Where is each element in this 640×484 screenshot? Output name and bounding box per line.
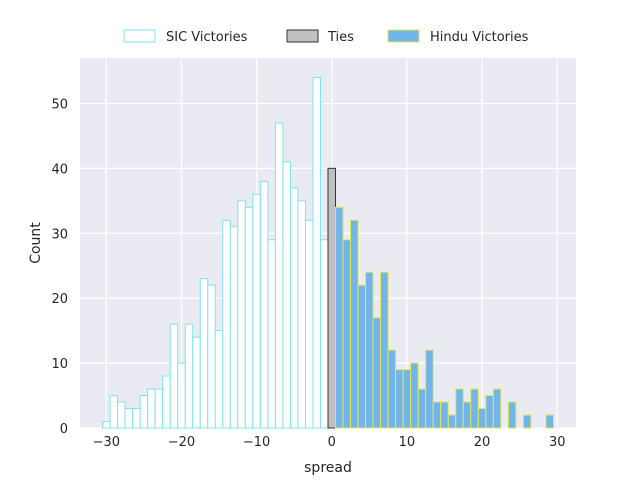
bar-hindu-victories xyxy=(447,414,457,429)
bar-hindu-victories xyxy=(477,408,487,429)
x-tick-label: 10 xyxy=(399,435,416,450)
y-tick-labels: 0 10 20 30 40 50 xyxy=(51,97,68,437)
bar-sic-victories xyxy=(244,206,254,429)
bar-sic-victories xyxy=(289,187,299,429)
y-axis-label: Count xyxy=(28,222,44,264)
x-axis-label: spread xyxy=(304,460,352,476)
bar-hindu-victories xyxy=(350,219,359,429)
bar-sic-victories xyxy=(267,239,276,429)
bar-sic-victories xyxy=(214,330,224,429)
bar-hindu-victories xyxy=(432,401,442,429)
bar-sic-victories xyxy=(102,421,111,429)
bars-layer xyxy=(102,76,554,429)
bar-hindu-victories xyxy=(417,388,427,429)
x-tick-labels: −30 −20 −10 0 10 20 30 xyxy=(93,435,566,450)
bar-hindu-victories xyxy=(545,414,554,429)
y-tick-label: 50 xyxy=(51,97,68,112)
bar-sic-victories xyxy=(312,76,321,429)
bar-sic-victories xyxy=(192,336,201,429)
bar-ties xyxy=(327,167,337,429)
bar-sic-victories xyxy=(304,219,314,429)
bar-sic-victories xyxy=(147,388,156,429)
legend-swatch-hindu-victories xyxy=(387,29,420,43)
bar-sic-victories xyxy=(282,161,291,429)
y-tick-label: 20 xyxy=(51,292,68,307)
bar-sic-victories xyxy=(169,323,179,429)
bar-hindu-victories xyxy=(485,395,494,429)
bar-sic-victories xyxy=(154,388,164,429)
bar-sic-victories xyxy=(237,200,246,429)
bar-sic-victories xyxy=(184,323,194,429)
x-tick-label: −30 xyxy=(93,435,120,450)
bar-hindu-victories xyxy=(462,401,472,429)
bar-hindu-victories xyxy=(342,239,352,429)
bar-sic-victories xyxy=(297,200,306,429)
bar-hindu-victories xyxy=(380,271,389,429)
x-tick-label: 0 xyxy=(328,435,336,450)
bar-hindu-victories xyxy=(387,349,397,429)
y-tick-label: 0 xyxy=(60,422,68,437)
bar-hindu-victories xyxy=(455,388,464,429)
bar-sic-victories xyxy=(222,219,231,429)
bar-sic-victories xyxy=(139,395,149,429)
bar-hindu-victories xyxy=(365,271,374,429)
legend-label-hindu-victories: Hindu Victories xyxy=(430,30,529,45)
x-tick-label: 20 xyxy=(474,435,491,450)
legend: SIC Victories Ties Hindu Victories xyxy=(123,29,529,45)
y-tick-label: 10 xyxy=(51,357,68,372)
bar-hindu-victories xyxy=(440,401,449,429)
bar-sic-victories xyxy=(229,226,239,429)
bar-sic-victories xyxy=(259,180,269,429)
bar-sic-victories xyxy=(199,278,209,429)
legend-swatch-ties xyxy=(286,29,319,43)
bar-hindu-victories xyxy=(410,362,419,429)
bar-sic-victories xyxy=(207,284,216,429)
y-tick-label: 40 xyxy=(51,162,68,177)
bar-sic-victories xyxy=(117,401,126,429)
bar-hindu-victories xyxy=(507,401,517,429)
bar-sic-victories xyxy=(132,408,141,429)
bar-sic-victories xyxy=(252,193,261,429)
bar-hindu-victories xyxy=(522,414,532,429)
y-tick-label: 30 xyxy=(51,227,68,242)
bar-sic-victories xyxy=(274,122,284,429)
bar-hindu-victories xyxy=(335,206,344,429)
legend-label-ties: Ties xyxy=(327,30,354,45)
bar-sic-victories xyxy=(177,362,186,429)
x-tick-label: 30 xyxy=(549,435,566,450)
bar-hindu-victories xyxy=(470,388,479,429)
bar-hindu-victories xyxy=(402,369,412,429)
legend-swatch-sic-victories xyxy=(123,29,156,43)
x-tick-label: −10 xyxy=(243,435,270,450)
bar-sic-victories xyxy=(109,395,119,429)
bar-sic-victories xyxy=(319,239,329,429)
legend-label-sic-victories: SIC Victories xyxy=(166,30,248,45)
bar-hindu-victories xyxy=(425,349,434,429)
bar-hindu-victories xyxy=(395,369,404,429)
x-tick-label: −20 xyxy=(168,435,195,450)
bar-hindu-victories xyxy=(492,388,502,429)
bar-hindu-victories xyxy=(357,284,367,429)
bar-hindu-victories xyxy=(372,317,382,429)
bar-sic-victories xyxy=(162,375,171,429)
bar-sic-victories xyxy=(124,408,134,429)
